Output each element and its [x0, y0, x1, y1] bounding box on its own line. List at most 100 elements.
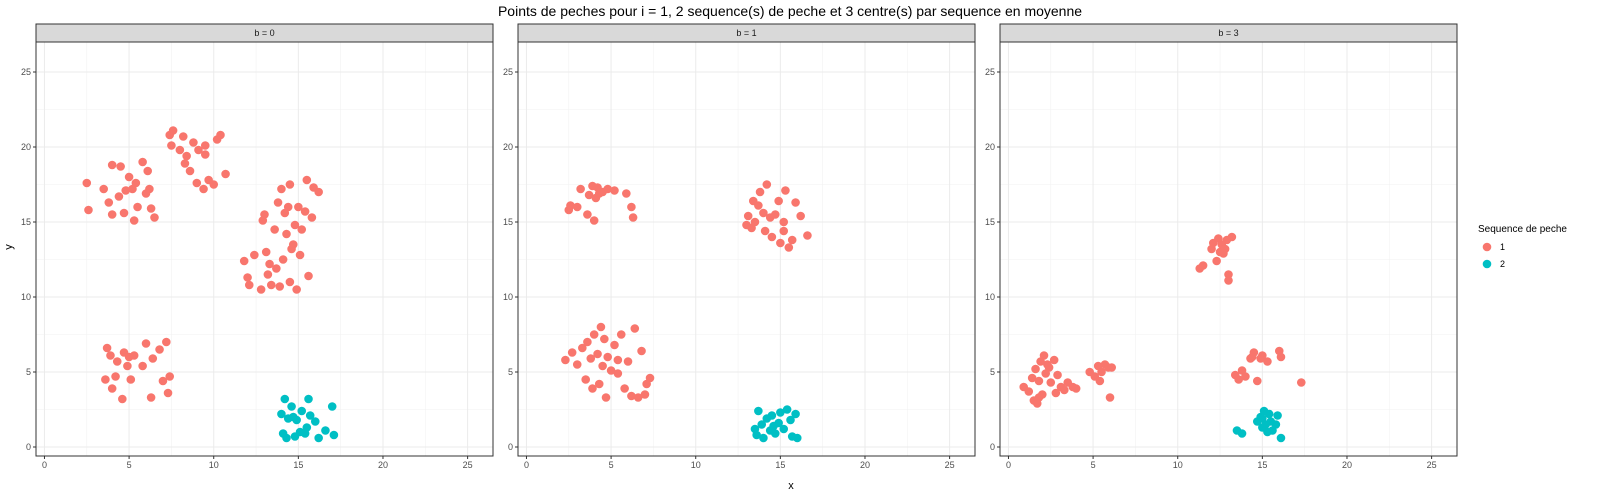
x-tick-label: 0: [524, 460, 529, 470]
data-point: [767, 232, 777, 242]
x-tick-label: 10: [1173, 460, 1183, 470]
data-point: [1053, 370, 1062, 380]
y-tick-label: 10: [985, 292, 995, 302]
data-point: [627, 202, 636, 212]
data-point: [175, 145, 185, 155]
data-point: [239, 256, 249, 266]
data-point: [589, 330, 599, 339]
x-tick-label: 10: [209, 460, 219, 470]
data-point: [787, 235, 797, 245]
y-tick-label: 15: [985, 217, 995, 227]
data-point: [209, 180, 219, 189]
data-point: [628, 213, 638, 222]
data-point: [630, 324, 640, 333]
data-point: [124, 172, 134, 182]
data-point: [1252, 376, 1262, 386]
data-point: [1276, 352, 1286, 362]
data-point: [1097, 367, 1106, 377]
facet-panel: b = 3 0 5 10 15 20 25 0 5 10 15 20 25: [985, 23, 1458, 470]
data-point: [288, 412, 298, 422]
data-point: [1258, 414, 1267, 423]
x-tick-label: 25: [463, 460, 473, 470]
data-point: [776, 238, 785, 248]
data-point: [1264, 409, 1274, 419]
data-point: [263, 270, 273, 279]
facets-layer: b = 0 0 5 10 15 20 25 0 5 10 15 20 25 b = 1 0 5 10 15 20 25…: [21, 23, 1458, 470]
data-point: [163, 388, 173, 398]
y-tick-label: 20: [985, 142, 995, 152]
y-tick-label: 5: [990, 367, 995, 377]
data-point: [616, 330, 626, 339]
data-point: [256, 285, 266, 294]
data-point: [1024, 387, 1034, 396]
data-point: [572, 202, 582, 212]
data-point: [287, 402, 296, 411]
data-point: [280, 208, 290, 218]
data-point: [1241, 372, 1250, 381]
data-point: [82, 178, 92, 188]
y-tick-label: 10: [503, 292, 513, 302]
data-point: [104, 198, 114, 207]
data-point: [282, 229, 291, 239]
data-point: [304, 394, 313, 404]
y-tick-label: 0: [990, 442, 995, 452]
x-tick-label: 15: [775, 460, 785, 470]
data-point: [743, 211, 753, 221]
data-point: [189, 138, 198, 147]
data-point: [107, 210, 117, 219]
data-point: [1071, 384, 1081, 393]
data-point: [107, 384, 117, 393]
data-point: [770, 429, 780, 438]
data-point: [757, 420, 767, 429]
data-point: [314, 433, 323, 443]
data-point: [294, 202, 303, 212]
data-point: [314, 187, 323, 197]
data-point: [767, 411, 777, 420]
data-point: [295, 250, 305, 260]
data-point: [1263, 357, 1272, 366]
data-point: [300, 207, 310, 216]
panel-background: [518, 42, 975, 456]
data-point: [266, 280, 276, 290]
data-point: [1224, 276, 1233, 285]
data-point: [244, 280, 254, 290]
data-point: [1276, 433, 1286, 443]
data-point: [583, 337, 592, 347]
data-point: [116, 162, 125, 171]
data-point: [327, 402, 337, 411]
data-point: [182, 151, 191, 161]
data-point: [779, 217, 789, 227]
x-tick-label: 15: [293, 460, 303, 470]
data-point: [754, 406, 763, 416]
data-point: [645, 373, 655, 383]
data-point: [310, 417, 320, 426]
data-point: [1296, 378, 1306, 387]
facet-panel: b = 1 0 5 10 15 20 25 0 5 10 15 20 25: [503, 23, 976, 470]
data-point: [297, 406, 307, 416]
data-point: [112, 357, 122, 366]
data-point: [292, 285, 301, 294]
data-point: [305, 411, 315, 420]
data-point: [261, 247, 271, 257]
data-point: [297, 225, 307, 234]
x-tick-label: 20: [1342, 460, 1352, 470]
data-point: [791, 198, 800, 207]
data-point: [146, 204, 156, 213]
data-point: [598, 361, 607, 371]
data-point: [277, 409, 286, 419]
data-point: [762, 180, 772, 189]
facet-strip-label: b = 3: [1218, 28, 1238, 38]
data-point: [589, 216, 599, 225]
data-point: [1051, 388, 1061, 398]
data-point: [302, 175, 312, 185]
data-point: [610, 340, 619, 350]
data-point: [596, 322, 606, 332]
y-tick-label: 25: [503, 67, 513, 77]
data-point: [578, 343, 587, 353]
data-point: [760, 226, 770, 236]
data-point: [155, 345, 164, 354]
data-point: [1224, 270, 1233, 279]
data-point: [759, 208, 768, 218]
data-point: [784, 243, 794, 252]
legend-key: [1482, 242, 1492, 252]
